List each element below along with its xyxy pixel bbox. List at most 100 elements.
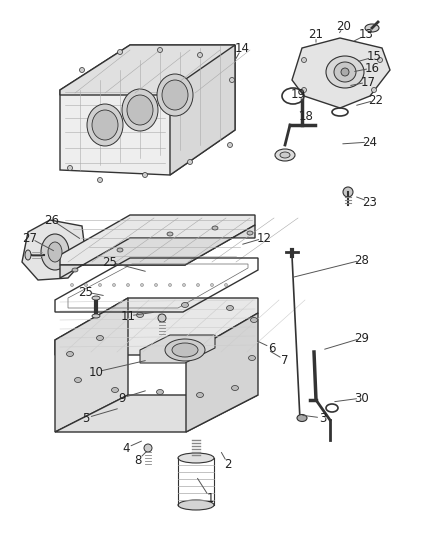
Ellipse shape (178, 453, 214, 463)
Polygon shape (60, 45, 235, 175)
Ellipse shape (48, 242, 62, 262)
Ellipse shape (144, 444, 152, 452)
Text: 14: 14 (234, 42, 250, 54)
Ellipse shape (230, 77, 234, 83)
Ellipse shape (87, 104, 123, 146)
Ellipse shape (172, 343, 198, 357)
Text: 25: 25 (102, 255, 117, 269)
Ellipse shape (113, 284, 116, 287)
Polygon shape (55, 298, 258, 355)
Text: 17: 17 (360, 76, 375, 88)
Polygon shape (140, 335, 215, 363)
Ellipse shape (117, 50, 123, 54)
Text: 11: 11 (120, 310, 135, 322)
Ellipse shape (378, 58, 382, 62)
Ellipse shape (74, 377, 81, 383)
Ellipse shape (165, 339, 205, 361)
Ellipse shape (365, 24, 379, 32)
Ellipse shape (141, 284, 144, 287)
Ellipse shape (80, 68, 85, 72)
Ellipse shape (127, 284, 130, 287)
Ellipse shape (275, 149, 295, 161)
Ellipse shape (280, 152, 290, 158)
Text: 29: 29 (354, 332, 370, 344)
Ellipse shape (248, 356, 255, 360)
Text: 3: 3 (319, 411, 327, 424)
Ellipse shape (181, 303, 188, 308)
Ellipse shape (227, 142, 233, 148)
Ellipse shape (247, 231, 253, 235)
Ellipse shape (212, 226, 218, 230)
Ellipse shape (197, 392, 204, 398)
Text: 22: 22 (368, 93, 384, 107)
Text: 5: 5 (82, 411, 90, 424)
Text: 21: 21 (308, 28, 324, 41)
Ellipse shape (156, 390, 163, 394)
Text: 7: 7 (281, 353, 289, 367)
Ellipse shape (72, 268, 78, 272)
Ellipse shape (211, 284, 213, 287)
Ellipse shape (112, 387, 119, 392)
Text: 12: 12 (257, 231, 272, 245)
Ellipse shape (67, 166, 73, 171)
Text: 13: 13 (359, 28, 374, 42)
Polygon shape (22, 220, 86, 280)
Ellipse shape (251, 318, 258, 322)
Ellipse shape (142, 173, 148, 177)
Ellipse shape (41, 234, 69, 270)
Ellipse shape (157, 74, 193, 116)
Ellipse shape (25, 250, 31, 260)
Ellipse shape (341, 68, 349, 76)
Ellipse shape (117, 248, 123, 252)
Ellipse shape (85, 284, 88, 287)
Ellipse shape (183, 284, 186, 287)
Ellipse shape (198, 52, 202, 58)
Ellipse shape (98, 177, 102, 182)
Text: 16: 16 (364, 61, 379, 75)
Ellipse shape (92, 110, 118, 140)
Ellipse shape (197, 284, 199, 287)
Polygon shape (55, 298, 128, 432)
Text: 18: 18 (299, 109, 314, 123)
Text: 10: 10 (88, 366, 103, 378)
Ellipse shape (162, 80, 188, 110)
Text: 24: 24 (363, 135, 378, 149)
Ellipse shape (155, 284, 158, 287)
Ellipse shape (169, 284, 172, 287)
Polygon shape (186, 313, 258, 432)
Text: 25: 25 (78, 286, 93, 298)
Ellipse shape (158, 47, 162, 52)
Polygon shape (170, 45, 235, 175)
Polygon shape (55, 395, 258, 432)
Text: 20: 20 (336, 20, 351, 33)
Text: 26: 26 (45, 214, 60, 227)
Polygon shape (292, 38, 390, 108)
Ellipse shape (96, 335, 103, 341)
Ellipse shape (71, 284, 74, 287)
Ellipse shape (326, 56, 364, 88)
Ellipse shape (232, 385, 239, 391)
Text: 8: 8 (134, 454, 141, 466)
Ellipse shape (301, 87, 307, 93)
Ellipse shape (343, 187, 353, 197)
Text: 23: 23 (363, 196, 378, 208)
Ellipse shape (297, 415, 307, 422)
Text: 6: 6 (268, 342, 276, 354)
Ellipse shape (99, 284, 102, 287)
Text: 15: 15 (367, 51, 381, 63)
Ellipse shape (334, 62, 356, 82)
Ellipse shape (226, 305, 233, 311)
Ellipse shape (92, 296, 100, 300)
Ellipse shape (187, 159, 192, 165)
Ellipse shape (167, 232, 173, 236)
Polygon shape (60, 225, 255, 278)
Text: 19: 19 (290, 87, 305, 101)
Ellipse shape (127, 95, 153, 125)
Ellipse shape (225, 284, 227, 287)
Text: 1: 1 (206, 491, 214, 505)
Ellipse shape (158, 314, 166, 322)
Ellipse shape (122, 89, 158, 131)
Text: 30: 30 (355, 392, 369, 405)
Ellipse shape (178, 500, 214, 510)
Text: 2: 2 (224, 457, 232, 471)
